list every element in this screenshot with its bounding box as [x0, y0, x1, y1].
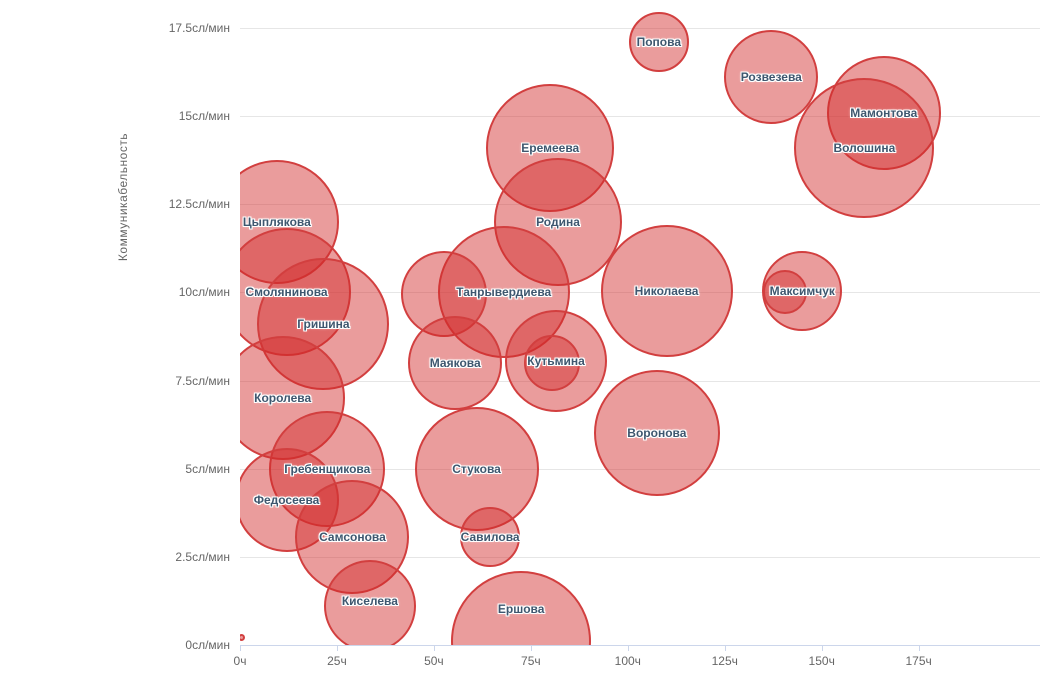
y-tick-label: 10сл/мин — [178, 285, 230, 300]
y-tick-label: 17.5сл/мин — [168, 21, 230, 35]
bubble[interactable] — [600, 224, 733, 357]
bubble[interactable] — [240, 634, 246, 642]
x-tick-mark — [240, 646, 241, 651]
y-tick-label: 2.5сл/мин — [175, 549, 230, 564]
gridline — [240, 204, 1040, 206]
bubble[interactable] — [628, 12, 689, 73]
bubble[interactable] — [762, 270, 807, 315]
x-tick-mark — [627, 646, 629, 651]
bubble[interactable] — [524, 334, 581, 391]
y-tick-label: 5сл/мин — [185, 461, 230, 476]
bubble[interactable] — [724, 30, 819, 125]
x-tick-mark — [336, 646, 338, 651]
x-tick-mark — [433, 646, 435, 651]
bubble[interactable] — [460, 507, 521, 568]
y-tick-label: 15сл/мин — [178, 109, 230, 124]
x-tick-mark — [821, 646, 823, 651]
y-tick-label: 12.5сл/мин — [168, 197, 230, 212]
x-tick-mark — [530, 646, 532, 651]
x-tick-mark — [724, 646, 726, 651]
bubble[interactable] — [794, 77, 935, 218]
bubble[interactable] — [323, 560, 416, 645]
x-tick-label: 150ч — [808, 654, 835, 668]
bubble[interactable] — [593, 370, 720, 497]
gridline — [240, 556, 1040, 558]
x-tick-label: 125ч — [711, 654, 738, 668]
x-tick-label: 0ч — [233, 654, 247, 668]
x-tick-label: 25ч — [327, 654, 347, 668]
x-tick-label: 100ч — [614, 654, 641, 668]
x-tick-label: 175ч — [905, 654, 932, 668]
gridline — [240, 116, 1040, 118]
x-axis-line — [240, 645, 1040, 646]
x-tick-label: 50ч — [424, 654, 444, 668]
y-tick-label: 0сл/мин — [185, 638, 230, 652]
x-tick-label: 75ч — [521, 654, 541, 668]
bubble[interactable] — [451, 571, 592, 645]
y-tick-label: 7.5сл/мин — [175, 373, 230, 388]
bubble[interactable] — [408, 315, 503, 410]
x-tick-mark — [918, 646, 920, 651]
plot-area — [240, 10, 1040, 645]
